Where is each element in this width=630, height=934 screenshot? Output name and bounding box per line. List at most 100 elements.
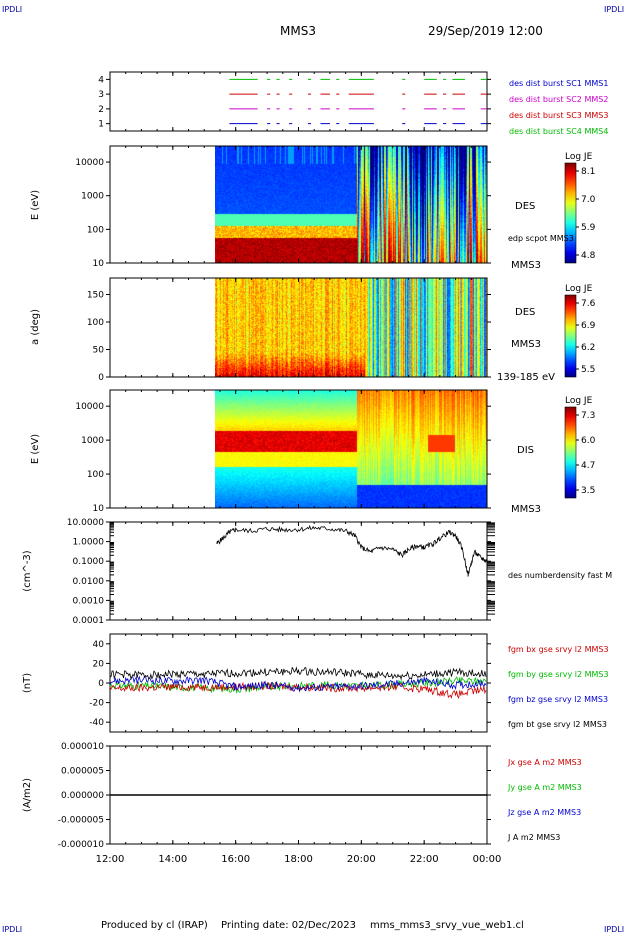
burst-legend-entry: des dist burst SC2 MMS2 [509,95,608,104]
density-y-tick-label: 1.0000 [73,538,105,548]
des-energy-colorbar-tick-label: 5.9 [581,223,596,233]
density-y-tick-label: 0.1000 [73,557,105,567]
current-legend-entry: Jx gse A m2 MMS3 [507,758,582,767]
energy-y-tick-label: 10000 [75,158,104,168]
bfield-legend-entry: fgm bx gse srvy l2 MMS3 [508,645,609,654]
bfield-y-tick-label: 20 [93,659,105,669]
pitch-y-tick-label: 50 [93,346,105,356]
bfield-legend-entry: fgm bt gse srvy l2 MMS3 [508,720,607,729]
burst-y-tick-label: 3 [98,90,104,100]
energy-y-tick-label: 100 [87,470,104,480]
current-y-tick-label: -0.000010 [58,840,104,850]
bfield-ylabel: (nT) [22,673,33,693]
burst-y-tick-label: 1 [98,120,104,130]
time-tick-label: 20:00 [347,854,376,865]
des-pitch-colorbar-tick-label: 5.5 [581,365,595,375]
footer-printing-date: Printing date: 02/Dec/2023 [221,920,356,931]
bfield-legend-entry: fgm bz gse srvy l2 MMS3 [508,695,608,704]
dis-energy-spectrogram [215,390,487,508]
footer-produced-by: Produced by cl (IRAP) [101,920,208,931]
energy-y-tick-label: 1000 [81,192,104,202]
des-pitch-colorbar-tick-label: 6.9 [581,321,596,331]
des-energy-sublabel: edp scpot MMS3 [508,234,574,243]
des-energy-colorbar-title: Log JE [565,152,593,162]
energy-y-tick-label: 100 [87,225,104,235]
time-tick-label: 16:00 [221,854,250,865]
current-y-tick-label: 0.000010 [61,742,104,752]
des-energy-colorbar-tick-label: 4.8 [581,251,596,261]
energy-y-tick-label: 10 [93,504,105,514]
current-y-tick-label: 0.000005 [61,767,104,777]
corner-label-top-right: IPDLI [604,5,624,14]
density-y-tick-label: 0.0100 [73,577,105,587]
bfield-y-tick-label: -40 [89,718,104,728]
colorbars: Log JE 8.1 7.0 5.9 4.8 Log JE 7.6 6.9 6.2 5.5 Log … [564,152,596,499]
burst-legend-entry: des dist burst SC1 MMS1 [509,79,608,88]
spacecraft-title: MMS3 [280,24,316,38]
time-tick-label: 14:00 [158,854,187,865]
bfield-series-line [109,666,487,681]
corner-label-top-left: IPDLI [2,5,22,14]
burst-y-tick-label: 4 [98,75,104,85]
des-pitch-spacecraft-label: MMS3 [511,339,541,350]
dis-energy-colorbar-tick-label: 3.5 [581,486,595,496]
des-pitch-colorbar-tick-label: 6.2 [581,343,595,353]
plot-content: 12:00 14:00 16:00 18:00 20:00 22:00 00:00 4 3 2 1 d… [58,72,612,865]
bfield-legend-entry: fgm by gse srvy l2 MMS3 [508,670,609,679]
time-tick-label: 12:00 [96,854,125,865]
energy-y-tick-label: 1000 [81,436,104,446]
current-y-tick-label: -0.000005 [58,816,104,826]
des-pitch-colorbar-title: Log JE [565,284,593,294]
density-y-tick-label: 0.0001 [73,616,105,626]
current-y-tick-label: 0.000000 [61,791,104,801]
energy-y-tick-label: 10 [93,259,105,269]
density-ylabel: (cm^-3) [22,550,33,591]
density-y-tick-label: 10.0000 [67,518,104,528]
des-energy-colorbar-tick-label: 8.1 [581,167,595,177]
des-energy-label: DES [515,201,535,212]
des-energy-colorbar-bar [564,162,577,264]
current-legend-entry: Jy gse A m2 MMS3 [507,783,582,792]
density-y-tick-label: 0.0010 [73,596,105,606]
dis-energy-ylabel: E (eV) [30,434,41,464]
dis-energy-label: DIS [517,445,534,456]
time-tick-label: 18:00 [284,854,313,865]
des-pitch-colorbar-tick-label: 7.6 [581,299,596,309]
des-energy-spectrogram [215,146,487,263]
current-legend-entry: J A m2 MMS3 [507,833,560,842]
burst-y-tick-label: 2 [98,105,104,115]
des-pitch-colorbar-bar [564,294,577,378]
dis-energy-colorbar-tick-label: 4.7 [581,461,595,471]
datetime-title: 29/Sep/2019 12:00 [428,24,543,38]
bfield-panel-frame [109,633,488,733]
des-energy-colorbar-tick-label: 7.0 [581,195,596,205]
des-pitch-label: DES [515,307,535,318]
corner-label-bottom-left: IPDLI [2,925,22,934]
burst-legend-entry: des dist burst SC3 MMS3 [509,111,608,120]
des-energy-spacecraft-label: MMS3 [511,260,541,271]
current-legend-entry: Jz gse A m2 MMS3 [507,808,581,817]
density-series-line [216,524,487,577]
bfield-series-line [109,681,487,700]
dis-energy-colorbar-title: Log JE [565,396,593,406]
time-tick-label: 00:00 [473,854,502,865]
bfield-series-line [109,675,487,693]
density-legend-entry: des numberdensity fast M [508,571,612,580]
burst-legend-entry: des dist burst SC4 MMS4 [509,127,608,136]
pitch-y-tick-label: 150 [87,291,104,301]
des-energy-ylabel: E (eV) [30,190,41,220]
time-tick-label: 22:00 [410,854,439,865]
dis-energy-spacecraft-label: MMS3 [511,504,541,515]
des-pitch-ylabel: a (deg) [30,309,41,345]
burst-panel-frame [109,71,488,132]
dis-energy-colorbar-tick-label: 6.0 [581,436,596,446]
bfield-y-tick-label: -20 [89,699,104,709]
pitch-y-tick-label: 0 [98,373,104,383]
des-pitch-energy-range: 139-185 eV [497,372,555,383]
density-panel-frame [109,521,488,621]
energy-y-tick-label: 10000 [75,402,104,412]
footer-filename: mms_mms3_srvy_vue_web1.cl [370,920,524,931]
bfield-y-tick-label: 0 [98,679,104,689]
pitch-y-tick-label: 100 [87,318,104,328]
